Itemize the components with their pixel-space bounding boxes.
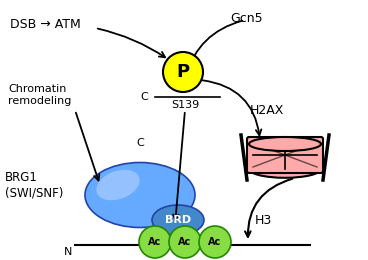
Ellipse shape [96, 170, 140, 200]
Text: BRD: BRD [165, 215, 191, 225]
Text: H2AX: H2AX [250, 103, 284, 116]
Circle shape [199, 226, 231, 258]
Circle shape [169, 226, 201, 258]
Text: Ac: Ac [178, 237, 192, 247]
Text: S139: S139 [171, 100, 199, 110]
Ellipse shape [249, 137, 321, 151]
Ellipse shape [249, 160, 321, 178]
Text: P: P [176, 63, 190, 81]
FancyBboxPatch shape [247, 137, 323, 173]
Text: BRG1
(SWI/SNF): BRG1 (SWI/SNF) [5, 171, 63, 199]
Text: Chromatin
remodeling: Chromatin remodeling [8, 84, 71, 106]
Text: Ac: Ac [148, 237, 162, 247]
Text: DSB → ATM: DSB → ATM [10, 18, 81, 31]
Text: C: C [140, 92, 148, 102]
Ellipse shape [152, 205, 204, 235]
Ellipse shape [85, 162, 195, 228]
Text: C: C [136, 138, 144, 148]
Circle shape [139, 226, 171, 258]
Text: N: N [64, 247, 72, 257]
Circle shape [163, 52, 203, 92]
Text: H3: H3 [255, 213, 272, 226]
Text: Ac: Ac [208, 237, 222, 247]
Text: Gcn5: Gcn5 [230, 12, 263, 25]
